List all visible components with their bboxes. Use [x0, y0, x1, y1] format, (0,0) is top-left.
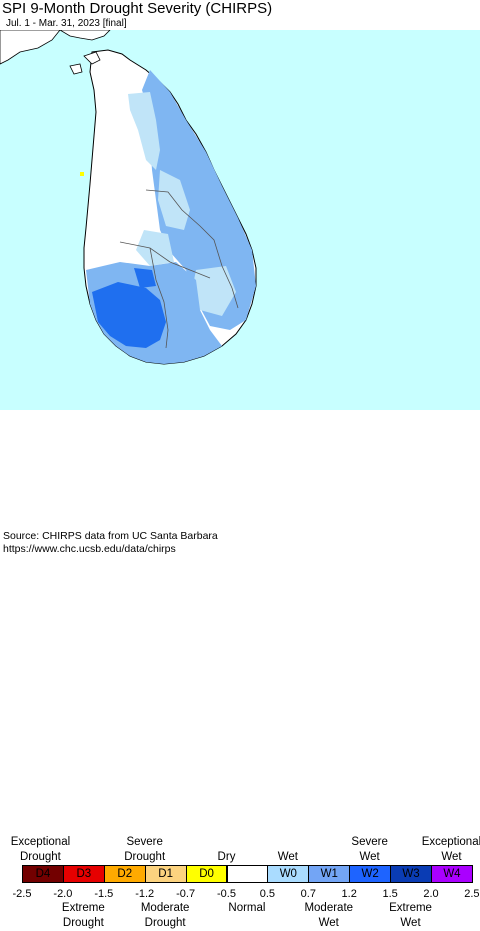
w2-patch: [134, 268, 156, 288]
d0-pixel: [80, 172, 84, 176]
legend-bottom-label: Moderate Drought: [140, 902, 190, 929]
source-note: Source: CHIRPS data from UC Santa Barbar…: [3, 530, 218, 556]
legend-tick: 2.0: [423, 888, 439, 900]
legend-top-label: Exceptional Drought: [10, 836, 71, 863]
legend-tick: -1.2: [135, 888, 155, 900]
legend-cell-d3: D3: [62, 865, 105, 883]
legend-tick: -0.7: [176, 888, 196, 900]
legend-top-label: Exceptional Wet: [421, 836, 480, 863]
legend-top-label: Wet: [277, 851, 298, 863]
legend-tick: -0.5: [217, 888, 236, 900]
legend-tick: 0.7: [300, 888, 316, 900]
legend-cell-d1: D1: [144, 865, 187, 883]
drought-map: [0, 30, 480, 410]
india-coast: [0, 30, 61, 65]
jaffna-islands: [69, 51, 101, 75]
legend-tick: 1.2: [341, 888, 357, 900]
legend-top-label: Dry: [217, 851, 236, 863]
legend-bottom-label: Normal: [228, 902, 266, 914]
legend-cell-w3: W3: [390, 865, 432, 883]
legend-cell-w0: W0: [267, 865, 310, 883]
legend-cell-d2: D2: [103, 865, 146, 883]
legend-top-label: Severe Wet: [351, 836, 388, 863]
legend-bottom-label: Moderate Wet: [304, 902, 354, 929]
w2-core: [92, 282, 166, 348]
legend-bottom-label: Extreme Drought: [61, 902, 105, 929]
legend-cell-normal: [226, 865, 269, 883]
map-subtitle: Jul. 1 - Mar. 31, 2023 [final]: [6, 18, 127, 29]
w0-patch-3: [192, 266, 236, 316]
legend-tick: 1.5: [382, 888, 398, 900]
province-lines: [119, 189, 239, 349]
w0-patch-4: [136, 230, 174, 266]
source-line-2: https://www.chc.ucsb.edu/data/chirps: [3, 543, 176, 555]
source-line-1: Source: CHIRPS data from UC Santa Barbar…: [3, 530, 218, 542]
legend-tick: -2.5: [12, 888, 32, 900]
w1-east: [142, 70, 256, 330]
map-title: SPI 9-Month Drought Severity (CHIRPS): [2, 0, 273, 17]
legend-cell-w4: W4: [431, 865, 473, 883]
legend-cell-d0: D0: [185, 865, 228, 883]
legend-tick: -2.0: [53, 888, 73, 900]
legend-cell-w1: W1: [308, 865, 351, 883]
india-coast-2: [59, 30, 111, 41]
legend: Exceptional Drought Severe Drought Dry Wet Sev…: [0, 410, 480, 929]
w0-patch-1: [128, 92, 160, 170]
legend-cell-w2: W2: [349, 865, 392, 883]
legend-tick: 0.5: [259, 888, 276, 900]
legend-tick: 2.5: [464, 888, 480, 900]
map-svg: [0, 30, 257, 365]
legend-cell-d4: D4: [22, 865, 64, 883]
legend-top-label: Severe Drought: [124, 836, 166, 863]
legend-tick: -1.5: [94, 888, 114, 900]
legend-bottom-label: Extreme Wet: [389, 902, 432, 929]
